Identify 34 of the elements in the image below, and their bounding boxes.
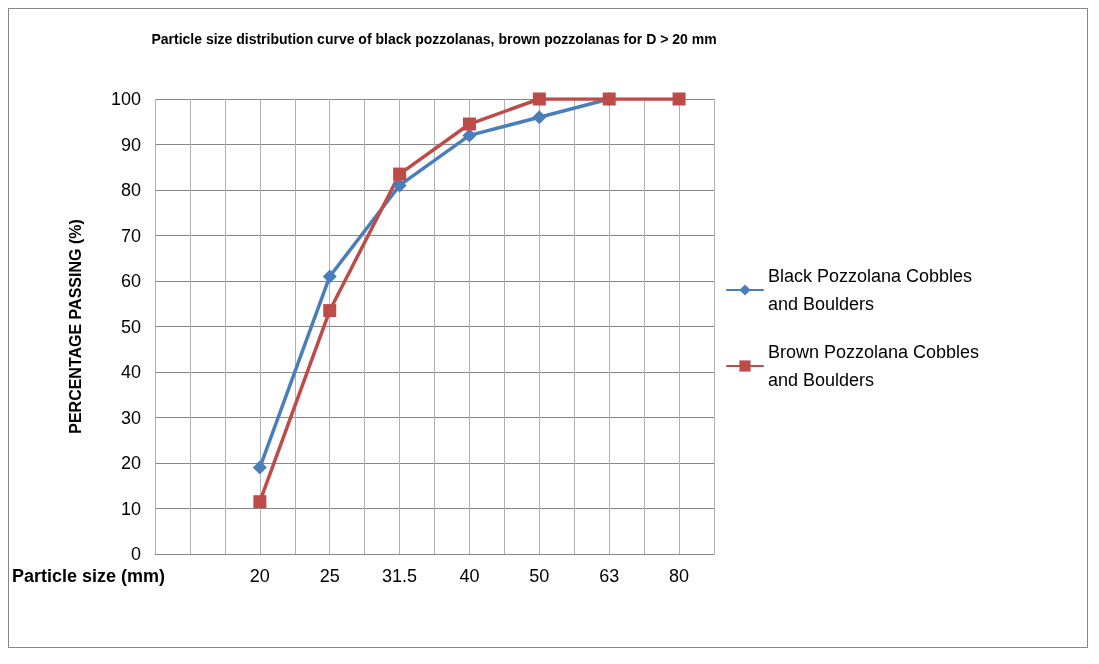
x-tick-label: 80 <box>669 566 690 586</box>
point <box>392 178 407 193</box>
x-axis-title: Particle size (mm) <box>12 566 166 586</box>
y-tick-label: 40 <box>121 362 142 382</box>
point <box>322 269 337 284</box>
legend-label: Brown Pozzolana Cobbles and Boulders <box>768 342 980 390</box>
y-tick-label: 0 <box>131 544 142 564</box>
point <box>532 92 546 106</box>
point <box>672 92 686 106</box>
point <box>252 460 267 475</box>
x-tick-label: 63 <box>599 566 620 586</box>
point <box>323 304 337 318</box>
legend-label: Black Pozzolana Cobbles and Boulders <box>768 266 973 314</box>
y-tick-label: 100 <box>111 89 142 109</box>
point <box>462 128 477 143</box>
y-tick-label: 60 <box>121 271 142 291</box>
y-tick-label: 10 <box>121 498 142 519</box>
chart-title: Particle size distribution curve of black pozzolanas, brown pozzolanas for D > 20 mm <box>151 31 717 47</box>
y-tick-label: 70 <box>121 225 142 246</box>
y-tick-label: 30 <box>121 407 142 428</box>
point <box>462 117 476 131</box>
x-tick-label: 31.5 <box>382 566 418 586</box>
x-tick-label: 40 <box>459 566 480 586</box>
y-tick-label: 80 <box>121 180 142 200</box>
y-tick-label: 90 <box>121 134 142 155</box>
point <box>393 167 407 181</box>
x-tick-label: 25 <box>319 566 340 586</box>
y-tick-label: 20 <box>121 453 142 473</box>
x-tick-label: 50 <box>529 566 550 586</box>
y-tick-label: 50 <box>121 316 142 337</box>
x-tick-label: 20 <box>249 566 270 586</box>
point <box>253 495 267 509</box>
y-axis-title: PERCENTAGE PASSING (%) <box>66 219 84 434</box>
point <box>532 110 547 125</box>
